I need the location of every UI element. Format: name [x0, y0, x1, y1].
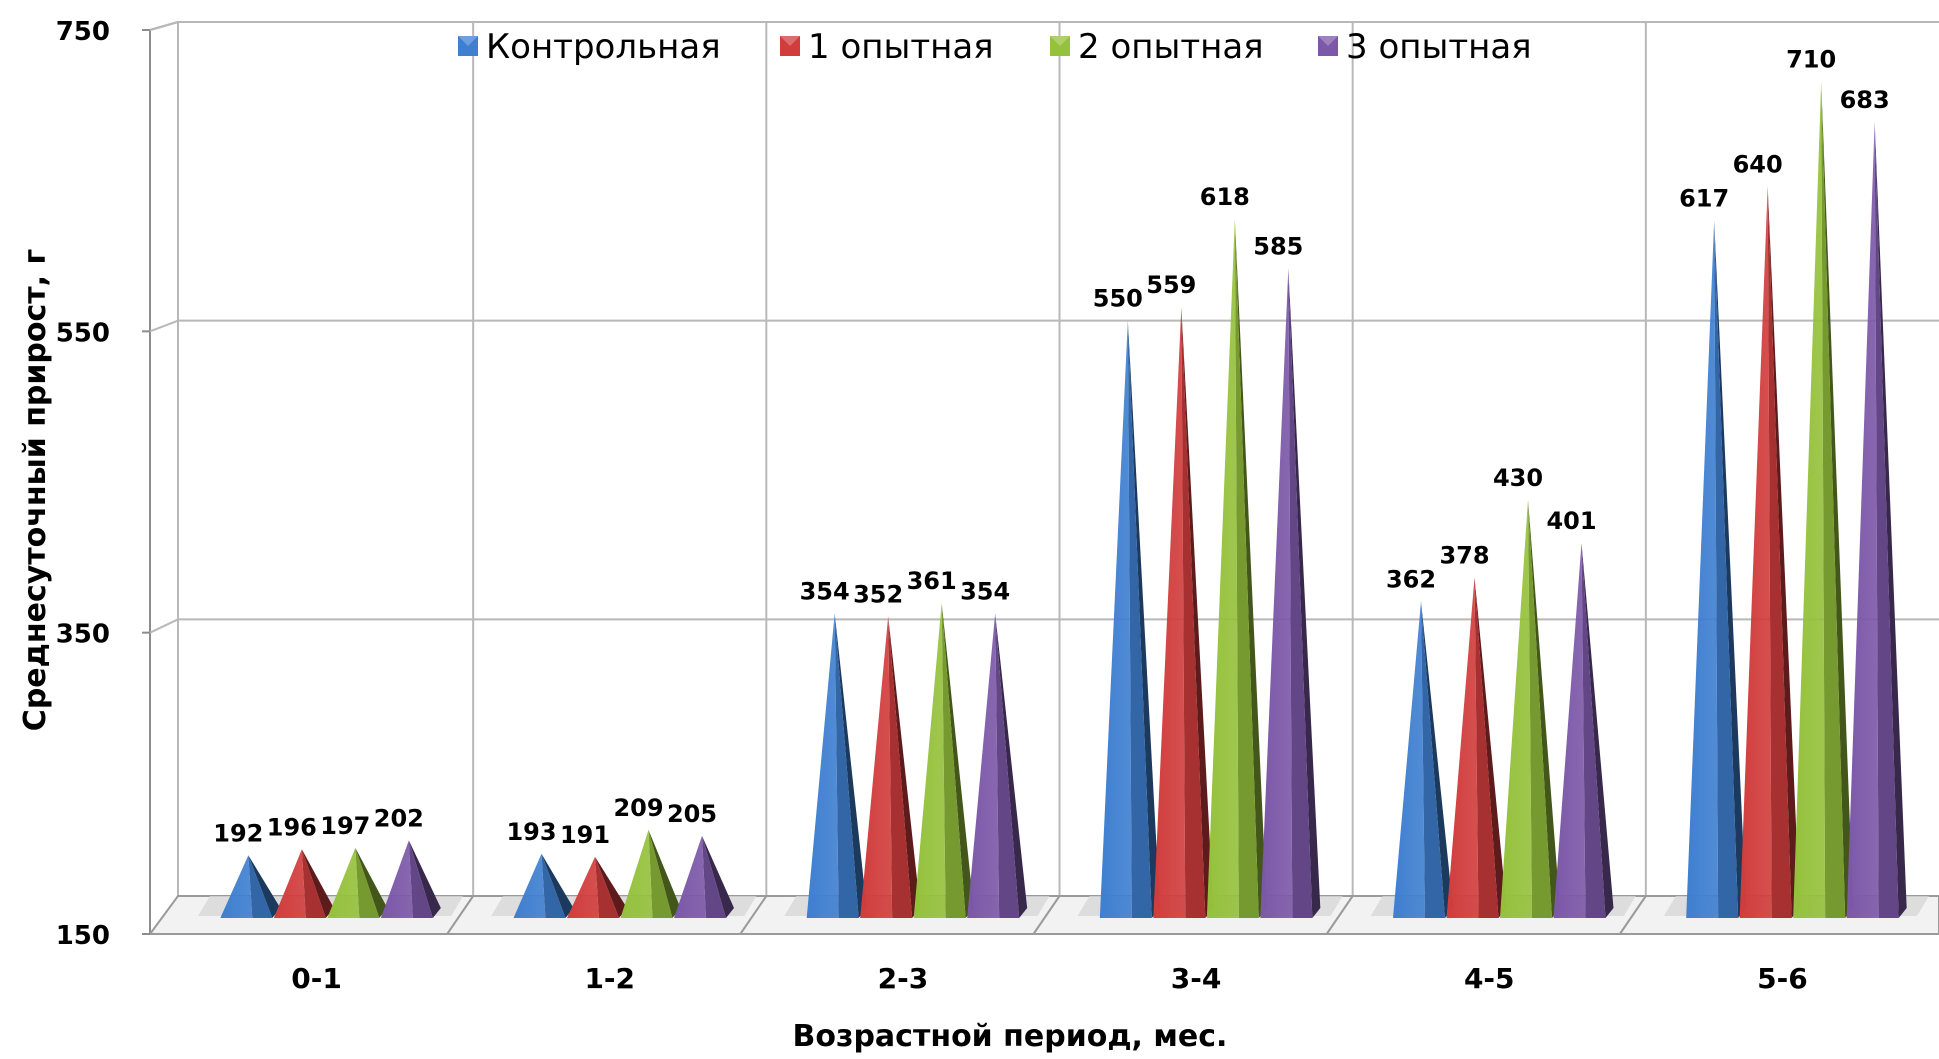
data-label: 197 — [320, 812, 370, 840]
bar-5-6-1 — [1686, 220, 1747, 918]
legend-label: 2 опытная — [1078, 27, 1264, 67]
bar-3-4-4 — [1260, 268, 1321, 918]
data-label: 196 — [267, 813, 317, 841]
bar-2-3-1 — [806, 613, 867, 918]
data-label: 710 — [1786, 46, 1836, 74]
data-label: 618 — [1200, 183, 1250, 211]
bar-1-2-4 — [674, 835, 734, 918]
data-label: 354 — [800, 577, 850, 605]
data-label: 430 — [1493, 464, 1543, 492]
legend-swatch — [780, 36, 800, 56]
data-label: 202 — [374, 804, 424, 832]
bar-3-4-2 — [1153, 307, 1214, 918]
data-label: 205 — [667, 800, 717, 828]
bar-1-2-1 — [513, 853, 574, 918]
y-tick-label: 750 — [56, 17, 110, 47]
bar-1-2-3 — [620, 829, 681, 918]
gridlines — [149, 21, 1939, 896]
data-label: 192 — [213, 819, 263, 847]
bar-2-3-2 — [860, 616, 921, 918]
bar-0-1-3 — [327, 847, 388, 918]
data-label: 354 — [960, 577, 1010, 605]
bar-5-6-2 — [1739, 186, 1800, 918]
bar-4-5-1 — [1393, 601, 1453, 918]
chart-walls — [149, 21, 179, 934]
y-axis-ticks: 150 350 550 750 — [56, 17, 150, 951]
data-label: 352 — [853, 580, 903, 608]
data-label: 362 — [1386, 565, 1436, 593]
bar-0-1-1 — [220, 855, 281, 918]
bar-3-4-3 — [1206, 219, 1267, 918]
y-tick-label: 350 — [56, 620, 110, 650]
x-tick-label: 0-1 — [291, 962, 342, 995]
legend-item: 3 опытная — [1318, 27, 1532, 67]
bar-2-3-4 — [967, 613, 1028, 918]
data-label: 378 — [1439, 542, 1489, 570]
legend-item: 2 опытная — [1050, 27, 1264, 67]
bar-5-6-3 — [1793, 81, 1854, 918]
data-label: 683 — [1840, 86, 1890, 114]
bar-4-5-3 — [1500, 499, 1560, 918]
bar-0-1-4 — [380, 840, 441, 918]
y-tick-label: 550 — [56, 318, 110, 348]
data-label: 617 — [1679, 185, 1729, 213]
x-axis-ticks: 0-1 1-2 2-3 3-4 4-5 5-6 — [291, 962, 1807, 995]
legend: Контрольная 1 опытная 2 опытная 3 опытная — [458, 27, 1532, 67]
bar-3-4-1 — [1099, 320, 1160, 919]
legend-swatch — [1318, 36, 1338, 56]
data-label: 559 — [1146, 271, 1196, 299]
bars — [220, 81, 1907, 919]
bar-2-3-3 — [913, 602, 974, 918]
data-label: 193 — [506, 818, 556, 846]
data-label: 361 — [907, 567, 957, 595]
data-label: 550 — [1093, 285, 1143, 313]
x-axis-title: Возрастной период, мес. — [793, 1019, 1228, 1054]
data-label: 209 — [613, 794, 663, 822]
data-label: 640 — [1733, 150, 1783, 178]
data-label: 401 — [1546, 507, 1596, 535]
legend-swatch — [1050, 36, 1070, 56]
x-tick-label: 1-2 — [584, 962, 635, 995]
bar-4-5-4 — [1553, 543, 1614, 918]
bar-0-1-2 — [273, 849, 334, 918]
data-label: 191 — [560, 821, 610, 849]
legend-item: 1 опытная — [780, 27, 994, 67]
x-tick-label: 2-3 — [878, 962, 929, 995]
legend-label: 3 опытная — [1346, 27, 1532, 67]
legend-swatch — [458, 36, 478, 56]
x-tick-label: 5-6 — [1757, 962, 1808, 995]
x-tick-label: 4-5 — [1464, 962, 1515, 995]
bar-5-6-4 — [1846, 122, 1907, 918]
legend-label: 1 опытная — [808, 27, 994, 67]
data-label: 585 — [1253, 232, 1303, 260]
x-tick-label: 3-4 — [1171, 962, 1222, 995]
legend-label: Контрольная — [486, 27, 721, 67]
y-tick-label: 150 — [56, 921, 110, 951]
y-axis-title: Среднесуточный прирост, г — [18, 249, 53, 731]
bar-1-2-2 — [567, 856, 627, 918]
bar-4-5-2 — [1446, 577, 1507, 918]
legend-item: Контрольная — [458, 27, 721, 67]
